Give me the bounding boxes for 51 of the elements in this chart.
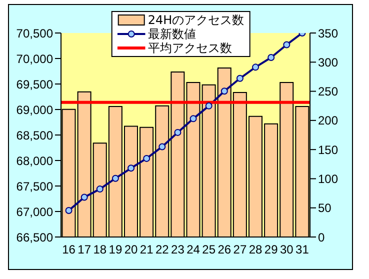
y-tick-label: 70,500: [16, 26, 54, 40]
point: [112, 174, 119, 182]
y2-tick-label: 200: [318, 114, 338, 128]
y-tick-label: 69,000: [16, 102, 54, 117]
legend-label: 平均アクセス数: [148, 41, 232, 55]
x-tick-label: 30: [280, 242, 294, 257]
y-tick-label: 67,000: [16, 204, 54, 219]
x-tick-label: 24: [186, 242, 200, 257]
y2-tick-label: 100: [318, 172, 338, 186]
y-tick-label: 66,500: [16, 230, 54, 244]
point: [158, 143, 166, 150]
x-tick-label: 26: [218, 242, 232, 257]
x-tick-label: 19: [108, 242, 122, 257]
point: [220, 88, 228, 95]
y-tick-label: 68,500: [16, 128, 54, 142]
y-tick-label: 69,500: [16, 77, 54, 92]
point: [65, 206, 72, 214]
point: [80, 194, 88, 201]
point: [96, 186, 104, 193]
y2-tick-label: 150: [318, 142, 338, 157]
point: [190, 115, 197, 122]
x-tick-label: 25: [202, 242, 216, 257]
x-tick-label: 18: [93, 242, 107, 257]
x-tick-label: 22: [155, 242, 170, 257]
x-tick-label: 16: [62, 242, 76, 257]
x-tick-label: 29: [264, 242, 278, 257]
y-tick-label: 67,500: [16, 179, 54, 194]
x-tick-label: 31: [296, 242, 310, 257]
point: [128, 164, 135, 172]
x-tick-label: 17: [78, 242, 92, 257]
point: [252, 64, 260, 71]
point: [236, 74, 244, 82]
x-tick-label: 28: [248, 242, 263, 257]
y2-tick-label: 50: [318, 201, 332, 216]
x-tick-label: 27: [233, 242, 247, 257]
point: [174, 128, 182, 136]
point: [205, 102, 212, 110]
y-tick-label: 68,000: [16, 154, 54, 168]
y2-tick-label: 0: [318, 230, 325, 244]
y-tick-label: 70,000: [16, 52, 54, 66]
legend-label: 24Hのアクセス数: [148, 13, 244, 27]
x-tick-label: 23: [171, 242, 185, 257]
y2-tick-label: 350: [318, 26, 338, 40]
legend-label: 最新数値: [148, 27, 196, 41]
point: [143, 154, 150, 162]
y2-tick-label: 250: [318, 84, 338, 99]
point: [268, 54, 275, 61]
point: [283, 41, 290, 48]
y2-tick-label: 300: [318, 55, 338, 70]
x-tick-label: 20: [124, 242, 138, 257]
x-tick-label: 21: [140, 242, 154, 257]
